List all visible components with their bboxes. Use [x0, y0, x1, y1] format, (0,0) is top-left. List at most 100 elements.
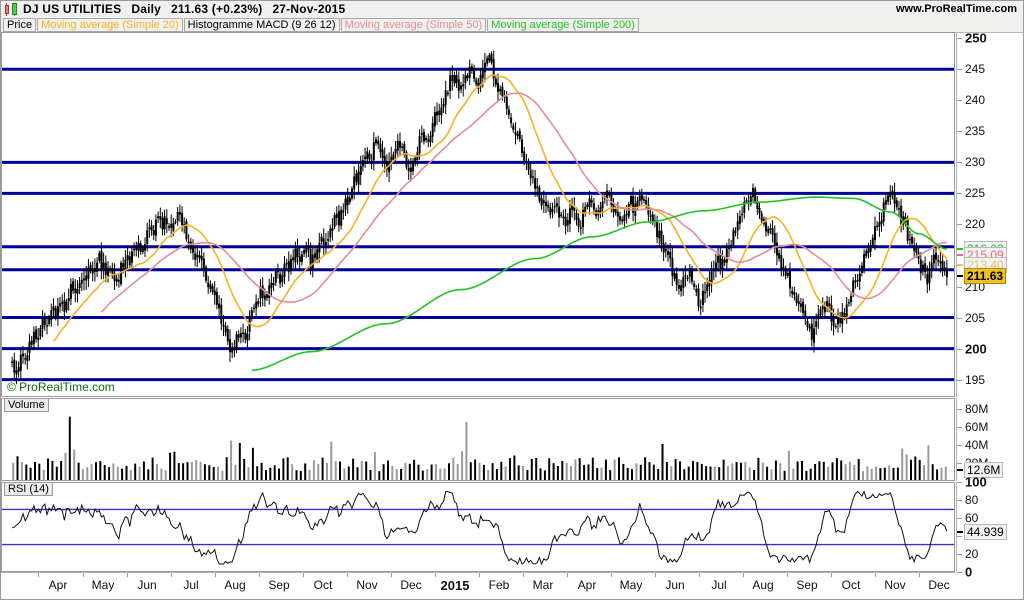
- x-tick: [259, 573, 260, 577]
- y-axis-label: 225: [965, 186, 986, 200]
- legend-item-4[interactable]: Moving average (Simple 200): [487, 18, 639, 32]
- x-axis-label: May: [91, 578, 115, 592]
- y-axis-label: 205: [965, 311, 986, 325]
- brand-label: www.ProRealTime.com: [895, 3, 1017, 15]
- x-tick: [171, 573, 172, 577]
- x-tick: [391, 573, 392, 577]
- date-x-axis[interactable]: Apr May Jun Jul Aug Sep Oct Nov Dec 2015 Feb Mar Apr…: [1, 572, 955, 600]
- y-tick: [957, 482, 962, 483]
- x-tick: [699, 573, 700, 577]
- volume-panel-tag[interactable]: Volume: [4, 398, 49, 412]
- x-axis-label: 2015: [440, 578, 470, 593]
- x-axis-label: Oct: [841, 578, 861, 592]
- y-axis-label: 60: [965, 511, 979, 525]
- legend-item-1[interactable]: Moving average (Simple 20): [37, 18, 183, 32]
- y-axis-label: 240: [965, 93, 986, 107]
- rsi-panel-tag[interactable]: RSI (14): [4, 482, 53, 496]
- flag-tick: [957, 253, 963, 256]
- x-axis-label: Jun: [137, 578, 157, 592]
- flag-tick: [957, 468, 963, 471]
- y-tick: [957, 318, 962, 319]
- candlestick-series: [11, 50, 948, 385]
- x-tick: [611, 573, 612, 577]
- price-y-axis[interactable]: 250245240235230225220215210205200195216.…: [956, 30, 1024, 397]
- last-price-value[interactable]: 211.63: [964, 268, 1007, 285]
- y-axis-label: 100: [965, 474, 987, 490]
- timeframe-label: Daily: [131, 2, 162, 16]
- flag-tick: [957, 248, 963, 251]
- ma20-line: [52, 74, 948, 342]
- x-axis-label: Nov: [884, 578, 906, 592]
- y-tick: [957, 463, 962, 464]
- x-axis-label: Dec: [400, 578, 422, 592]
- x-tick: [831, 573, 832, 577]
- y-axis-label: 220: [965, 217, 986, 231]
- legend-item-0[interactable]: Price: [3, 18, 37, 32]
- rsi-plot[interactable]: [2, 483, 954, 571]
- legend-item-3[interactable]: Moving average (Simple 50): [340, 18, 487, 32]
- volume-last-value[interactable]: 12.6M: [964, 461, 1004, 478]
- y-axis-label: 60M: [965, 420, 989, 434]
- rsi-y-axis[interactable]: 10080604020044.939: [956, 475, 1024, 580]
- volume-bars: [12, 416, 947, 480]
- x-axis-label: Mar: [532, 578, 554, 592]
- y-tick: [957, 409, 962, 410]
- y-tick: [957, 572, 962, 573]
- candlestick-icon: [5, 3, 19, 16]
- y-tick: [957, 69, 962, 70]
- y-tick: [957, 193, 962, 194]
- y-tick: [957, 500, 962, 501]
- instrument-title: DJ US UTILITIES Daily 211.63 (+0.23%) 27-No…: [23, 2, 355, 16]
- x-axis-label: Apr: [48, 578, 68, 592]
- flag-tick: [957, 530, 963, 533]
- ma200-line: [251, 196, 948, 372]
- x-axis-label: Apr: [577, 578, 597, 592]
- y-tick: [957, 287, 962, 288]
- rsi-panel[interactable]: RSI (14): [1, 482, 955, 572]
- x-axis-label: Aug: [752, 578, 774, 592]
- y-axis-label: 235: [965, 124, 986, 138]
- y-tick: [957, 518, 962, 519]
- rsi-line: [11, 490, 948, 566]
- x-axis-label: Feb: [488, 578, 510, 592]
- x-tick: [567, 573, 568, 577]
- y-axis-label: 40M: [965, 438, 989, 452]
- rsi-last-value[interactable]: 44.939: [964, 523, 1007, 540]
- flag-tick: [957, 264, 963, 267]
- flag-tick: [957, 275, 963, 278]
- x-axis-label: Dec: [928, 578, 950, 592]
- y-tick: [957, 162, 962, 163]
- price-panel[interactable]: © ProRealTime.com: [1, 32, 955, 397]
- x-tick: [743, 573, 744, 577]
- x-tick: [38, 573, 39, 577]
- x-tick: [127, 573, 128, 577]
- legend-item-2[interactable]: Histogramme MACD (9 26 12): [183, 18, 340, 32]
- x-axis-label: Jul: [183, 578, 199, 592]
- y-tick: [957, 427, 962, 428]
- x-tick: [83, 573, 84, 577]
- y-tick: [957, 349, 962, 350]
- y-axis-label: 195: [965, 373, 986, 387]
- x-axis-label: Oct: [313, 578, 333, 592]
- x-axis-label: Aug: [224, 578, 246, 592]
- instrument-name: DJ US UTILITIES: [23, 2, 122, 16]
- x-tick: [479, 573, 480, 577]
- y-axis-label: 250: [965, 30, 987, 46]
- volume-panel[interactable]: Volume: [1, 398, 955, 481]
- volume-plot[interactable]: [2, 399, 954, 480]
- volume-y-axis[interactable]: 80M60M40M20M12.6M: [956, 398, 1024, 481]
- x-axis-label: Jul: [711, 578, 727, 592]
- indicator-legend-bar: Price Moving average (Simple 20) Histogram…: [1, 18, 1023, 33]
- y-axis-label: 0: [965, 564, 973, 580]
- y-tick: [957, 38, 962, 39]
- x-tick: [787, 573, 788, 577]
- title-bar: DJ US UTILITIES Daily 211.63 (+0.23%) 27-No…: [1, 1, 1023, 19]
- last-price-label: 211.63 (+0.23%): [171, 2, 263, 16]
- y-axis-label: 230: [965, 155, 986, 169]
- x-tick: [875, 573, 876, 577]
- y-axis-label: 245: [965, 62, 986, 76]
- x-axis-label: Sep: [268, 578, 290, 592]
- price-plot[interactable]: [2, 33, 954, 396]
- y-axis-label: 80M: [965, 402, 989, 416]
